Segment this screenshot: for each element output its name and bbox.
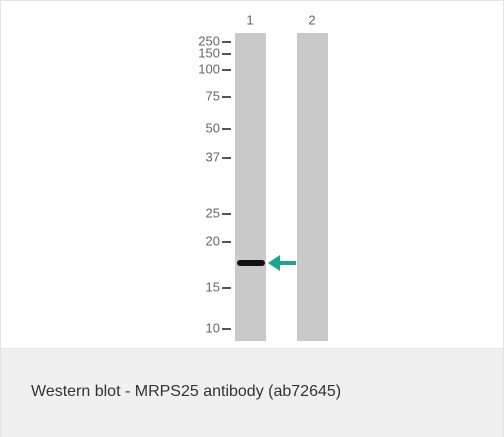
caption: Western blot - MRPS25 antibody (ab72645): [31, 383, 341, 401]
marker-label: 15: [206, 279, 220, 294]
marker-label: 50: [206, 120, 220, 135]
marker-label: 37: [206, 149, 220, 164]
caption-area: Western blot - MRPS25 antibody (ab72645): [1, 348, 503, 437]
marker-label: 150: [198, 45, 220, 60]
marker-label: 10: [206, 320, 220, 335]
marker-label: 25: [206, 205, 220, 220]
figure-panel: 1225015010075503725201510 Western blot -…: [0, 0, 504, 437]
lane-label: 2: [308, 12, 315, 27]
lane-label: 1: [246, 12, 253, 27]
lane-1: [235, 33, 266, 341]
marker-label: 75: [206, 88, 220, 103]
lane-2: [297, 33, 328, 341]
arrow-head: [268, 255, 280, 271]
marker-label: 100: [198, 61, 220, 76]
marker-label: 20: [206, 233, 220, 248]
band: [237, 260, 265, 266]
arrow: [268, 255, 296, 271]
